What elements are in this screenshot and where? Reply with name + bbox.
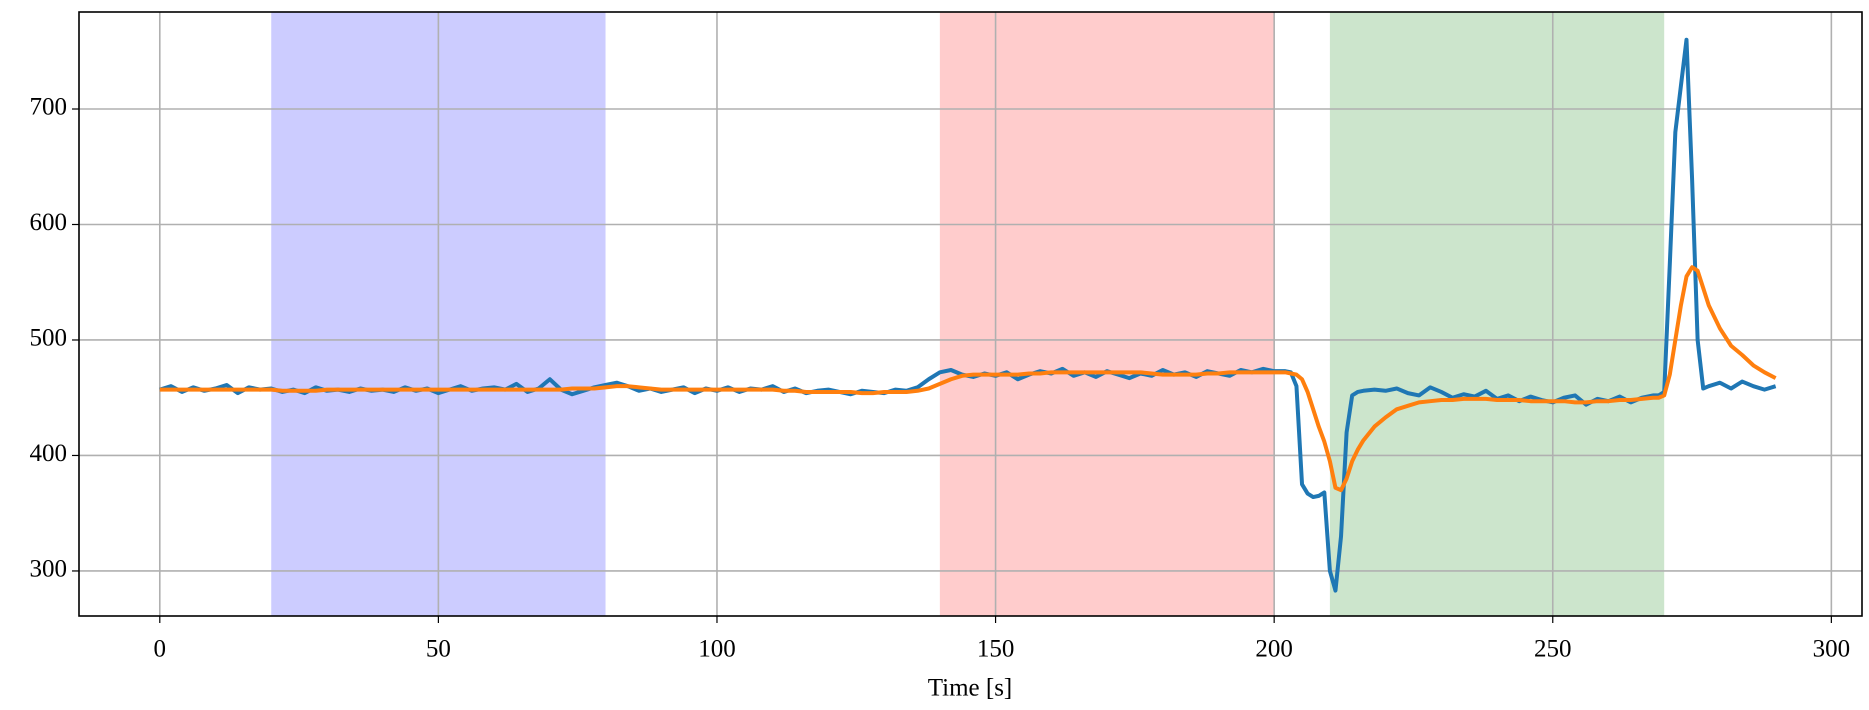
x-tick-label: 200	[1255, 636, 1293, 663]
x-tick-label: 300	[1813, 636, 1851, 663]
shaded-span	[1329, 12, 1665, 616]
y-tick-label: 600	[30, 209, 68, 236]
x-axis-label: Time [s]	[928, 675, 1013, 702]
x-tick-label: 0	[154, 636, 167, 663]
plot-frame	[78, 11, 1863, 617]
data-line	[159, 265, 1777, 493]
x-tick-label: 100	[698, 636, 736, 663]
x-tick-label: 50	[426, 636, 451, 663]
y-tick-label: 500	[30, 325, 68, 352]
shaded-span	[939, 12, 1275, 616]
y-tick-label: 400	[30, 440, 68, 467]
y-tick-label: 700	[30, 94, 68, 121]
y-tick-label: 300	[30, 556, 68, 583]
x-tick-label: 150	[977, 636, 1015, 663]
x-tick-label: 250	[1534, 636, 1572, 663]
